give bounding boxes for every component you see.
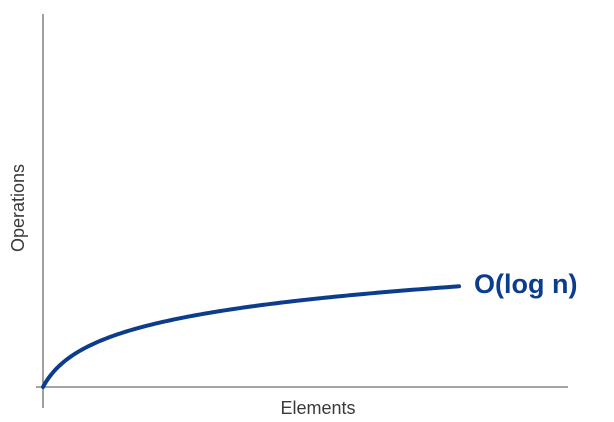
y-axis-label: Operations xyxy=(8,164,28,252)
series-line-log-n xyxy=(41,284,462,389)
x-axis-label: Elements xyxy=(280,398,355,418)
series-label: O(log n) xyxy=(474,269,577,299)
